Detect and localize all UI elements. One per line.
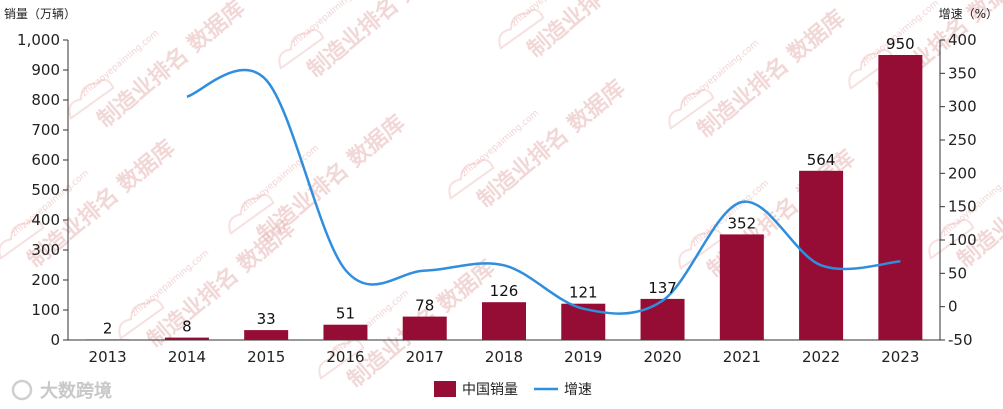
line-series bbox=[186, 68, 901, 315]
x-tick-label: 2023 bbox=[881, 348, 919, 366]
data-label: 2 bbox=[103, 319, 113, 337]
y-left-tick-label: 600 bbox=[31, 151, 60, 169]
y-right-tick-label: 50 bbox=[948, 264, 967, 282]
data-label: 352 bbox=[727, 214, 756, 232]
watermark-cloud-icon bbox=[278, 28, 325, 70]
y-left-tick-label: 800 bbox=[31, 91, 60, 109]
data-label: 51 bbox=[336, 305, 355, 323]
brand-text: 大数跨境 bbox=[40, 380, 112, 402]
data-labels: 2 8 33 51 78 126 121 137 352 564 950 bbox=[103, 35, 915, 337]
watermark-text: 制造业排名 数据库 bbox=[523, 0, 680, 63]
watermark-cloud-icon bbox=[498, 8, 545, 50]
bar bbox=[164, 337, 209, 340]
x-tick-label: 2013 bbox=[89, 348, 127, 366]
watermark-cloud-icon bbox=[928, 218, 975, 260]
watermark-cloud-icon bbox=[668, 88, 715, 130]
data-label: 33 bbox=[257, 310, 276, 328]
data-label: 137 bbox=[648, 279, 677, 297]
x-tick-label: 2015 bbox=[247, 348, 285, 366]
x-tick-label: 2020 bbox=[643, 348, 681, 366]
bar bbox=[719, 234, 764, 340]
data-label: 8 bbox=[182, 318, 192, 336]
y-left-tick-label: 200 bbox=[31, 271, 60, 289]
y-left-tick-label: 500 bbox=[31, 181, 60, 199]
y-right-tick-label: 200 bbox=[948, 164, 977, 182]
legend-label-line: 增速 bbox=[564, 382, 592, 398]
y-left-tick-label: 100 bbox=[31, 301, 60, 319]
brand-icon bbox=[11, 379, 33, 401]
watermark-cloud-icon bbox=[448, 158, 495, 200]
data-label: 126 bbox=[490, 282, 519, 300]
data-label: 950 bbox=[886, 35, 915, 53]
growth-line bbox=[186, 68, 901, 315]
x-tick-label: 2016 bbox=[326, 348, 364, 366]
bar bbox=[244, 330, 289, 340]
bar bbox=[482, 302, 526, 340]
y-right-tick-label: 250 bbox=[948, 131, 977, 149]
watermark-cloud-icon bbox=[68, 78, 115, 120]
y-right-tick-label: 350 bbox=[948, 64, 977, 82]
watermark-cloud-icon bbox=[228, 193, 275, 235]
legend-swatch-bar bbox=[434, 381, 456, 397]
x-tick-label: 2017 bbox=[406, 348, 444, 366]
brand-logo: 大数跨境 bbox=[11, 379, 112, 402]
bar bbox=[878, 55, 923, 340]
bar bbox=[85, 339, 130, 340]
y-right-tick-label: 0 bbox=[948, 298, 958, 316]
x-tick-label: 2014 bbox=[168, 348, 206, 366]
y-left-tick-label: 0 bbox=[50, 331, 60, 349]
watermark-cloud-icon bbox=[0, 218, 45, 260]
legend: 中国销量 增速 bbox=[434, 381, 592, 398]
bar bbox=[323, 324, 368, 340]
bar bbox=[640, 298, 685, 340]
y-left-tick-label: 900 bbox=[31, 61, 60, 79]
y-right-tick-label: 150 bbox=[948, 198, 977, 216]
y-left-tick-label: 1,000 bbox=[17, 31, 60, 49]
legend-label-bar: 中国销量 bbox=[462, 382, 518, 398]
y-left-tick-label: 400 bbox=[31, 211, 60, 229]
bar bbox=[402, 316, 447, 340]
y-right-tick-label: 400 bbox=[948, 31, 977, 49]
watermark-cloud-icon bbox=[848, 48, 895, 90]
x-tick-label: 2021 bbox=[723, 348, 761, 366]
data-label: 78 bbox=[415, 297, 434, 315]
watermark-cloud-icon bbox=[318, 338, 365, 380]
y-axis-right-title: 增速（%） bbox=[939, 7, 998, 21]
y-axis-left-title: 销量（万辆） bbox=[4, 7, 76, 21]
y-left-tick-label: 700 bbox=[31, 121, 60, 139]
x-tick-label: 2019 bbox=[564, 348, 602, 366]
y-right-tick-label: -50 bbox=[948, 331, 973, 349]
watermark-cloud-icon bbox=[118, 298, 165, 340]
bar-series bbox=[85, 55, 923, 340]
watermark-cloud-icon bbox=[678, 228, 725, 270]
y-right-tick-label: 300 bbox=[948, 98, 977, 116]
data-label: 564 bbox=[807, 151, 836, 169]
x-tick-label: 2018 bbox=[485, 348, 523, 366]
x-tick-label: 2022 bbox=[802, 348, 840, 366]
y-right-tick-label: 100 bbox=[948, 231, 977, 249]
y-left-tick-label: 300 bbox=[31, 241, 60, 259]
data-label: 121 bbox=[569, 284, 598, 302]
